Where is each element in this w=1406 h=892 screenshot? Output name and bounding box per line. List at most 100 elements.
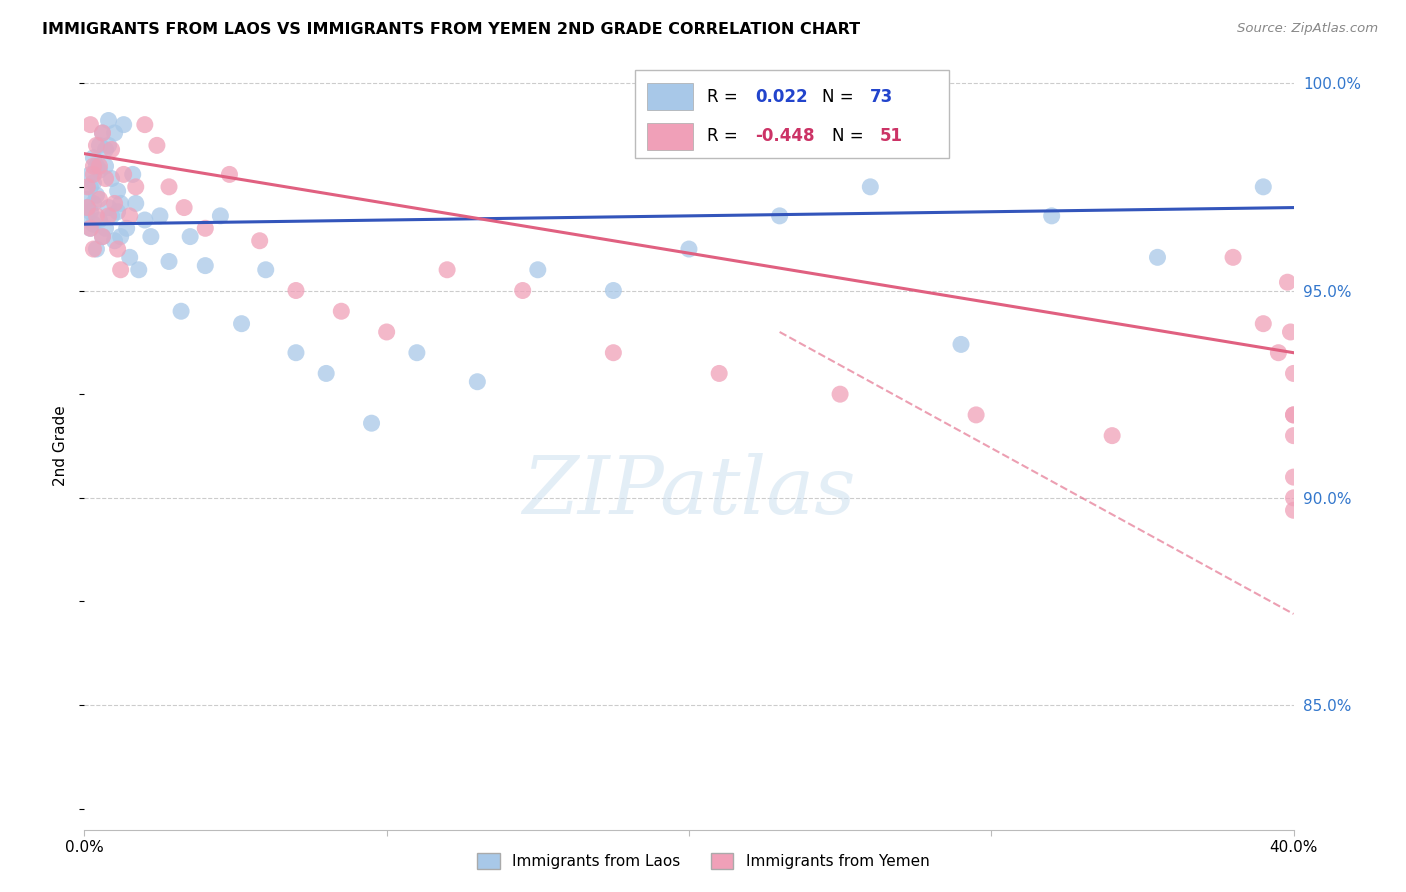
- Point: [112, 118, 135, 132]
- Point: [89, 192, 111, 206]
- Point: [104, 196, 127, 211]
- Point: [194, 221, 217, 235]
- Point: [254, 262, 277, 277]
- Point: [830, 387, 852, 401]
- Point: [86, 242, 108, 256]
- Point: [118, 209, 141, 223]
- Point: [94, 171, 117, 186]
- Point: [79, 168, 101, 182]
- Point: [91, 229, 114, 244]
- Point: [104, 234, 127, 248]
- Point: [602, 345, 624, 359]
- Point: [97, 209, 120, 223]
- Text: 73: 73: [870, 87, 894, 105]
- Point: [1146, 250, 1168, 264]
- Point: [315, 367, 337, 381]
- Point: [76, 192, 98, 206]
- Point: [134, 118, 156, 132]
- Point: [97, 113, 120, 128]
- Text: 0.022: 0.022: [755, 87, 808, 105]
- Point: [89, 213, 111, 227]
- Point: [1222, 250, 1244, 264]
- Text: Source: ZipAtlas.com: Source: ZipAtlas.com: [1237, 22, 1378, 36]
- Point: [1282, 367, 1305, 381]
- Point: [79, 221, 101, 235]
- Point: [82, 242, 104, 256]
- Legend: Immigrants from Laos, Immigrants from Yemen: Immigrants from Laos, Immigrants from Ye…: [471, 847, 935, 875]
- Point: [110, 196, 132, 211]
- Point: [76, 201, 98, 215]
- Point: [86, 138, 108, 153]
- Y-axis label: 2nd Grade: 2nd Grade: [53, 406, 69, 486]
- Point: [1282, 408, 1305, 422]
- Point: [94, 143, 117, 157]
- Point: [86, 159, 108, 173]
- Point: [115, 221, 138, 235]
- Point: [91, 126, 114, 140]
- Point: [107, 184, 129, 198]
- Point: [360, 416, 382, 430]
- Point: [97, 138, 120, 153]
- Point: [149, 209, 172, 223]
- Point: [110, 229, 132, 244]
- Point: [330, 304, 353, 318]
- Point: [1282, 470, 1305, 484]
- Point: [82, 196, 104, 211]
- Point: [82, 151, 104, 165]
- Point: [1253, 179, 1275, 194]
- Text: ZIPatlas: ZIPatlas: [522, 453, 856, 531]
- Point: [602, 284, 624, 298]
- Point: [76, 209, 98, 223]
- Point: [91, 126, 114, 140]
- Point: [375, 325, 398, 339]
- Point: [139, 229, 162, 244]
- Point: [91, 229, 114, 244]
- Point: [118, 250, 141, 264]
- Point: [1282, 491, 1305, 505]
- Point: [950, 337, 973, 351]
- Point: [94, 221, 117, 235]
- Point: [249, 234, 271, 248]
- Point: [76, 201, 98, 215]
- Point: [709, 367, 731, 381]
- Point: [104, 126, 127, 140]
- Point: [170, 304, 193, 318]
- Text: R =: R =: [707, 128, 744, 145]
- Point: [125, 179, 148, 194]
- Point: [1267, 345, 1289, 359]
- Point: [86, 209, 108, 223]
- Point: [285, 345, 308, 359]
- Point: [121, 168, 143, 182]
- Point: [173, 201, 195, 215]
- Point: [512, 284, 534, 298]
- Point: [1282, 503, 1305, 517]
- Point: [194, 259, 217, 273]
- Point: [79, 179, 101, 194]
- Point: [89, 159, 111, 173]
- Text: R =: R =: [707, 87, 744, 105]
- Point: [678, 242, 700, 256]
- Point: [285, 284, 308, 298]
- Point: [86, 188, 108, 202]
- Point: [82, 159, 104, 173]
- Point: [110, 262, 132, 277]
- Point: [1279, 325, 1302, 339]
- Point: [859, 179, 882, 194]
- Point: [125, 196, 148, 211]
- Point: [100, 209, 122, 223]
- Point: [112, 168, 135, 182]
- Point: [1253, 317, 1275, 331]
- Point: [97, 201, 120, 215]
- FancyBboxPatch shape: [647, 83, 693, 110]
- Point: [134, 213, 156, 227]
- Point: [209, 209, 232, 223]
- Point: [179, 229, 201, 244]
- Point: [100, 143, 122, 157]
- Point: [467, 375, 489, 389]
- FancyBboxPatch shape: [647, 123, 693, 150]
- Point: [769, 209, 792, 223]
- Point: [128, 262, 150, 277]
- Point: [82, 168, 104, 182]
- Point: [94, 159, 117, 173]
- Point: [527, 262, 550, 277]
